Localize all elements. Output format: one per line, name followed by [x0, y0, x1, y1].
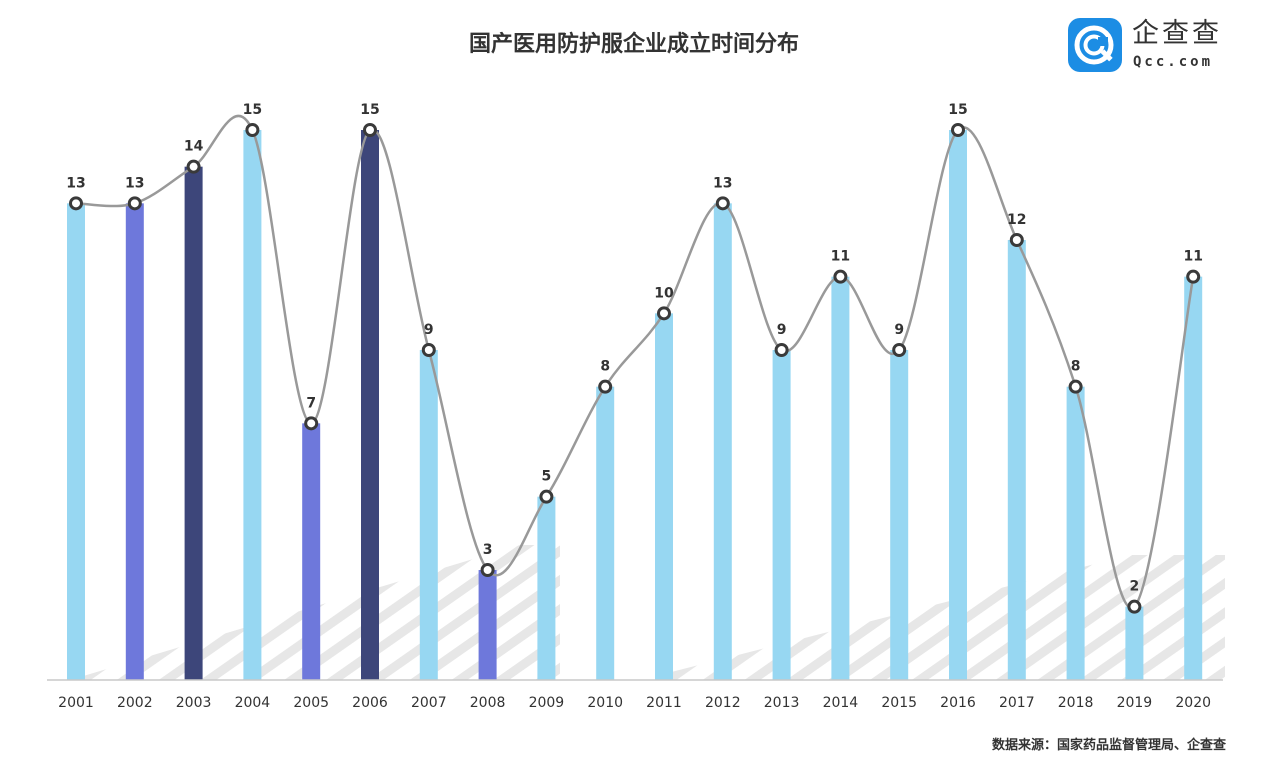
source-note: 数据来源：国家药品监督管理局、企查查: [991, 738, 1226, 753]
line-marker-2010: [598, 379, 613, 394]
line-marker-2003: [186, 159, 201, 174]
bar-2002: [125, 203, 144, 681]
value-label-2008: 3: [483, 542, 493, 558]
x-tick-label-2019: 2019: [1117, 695, 1153, 711]
x-tick-label-2003: 2003: [176, 695, 212, 711]
bar-2016: [949, 130, 967, 680]
logo: 企查查 Qcc.com: [1068, 16, 1248, 74]
line-marker-2007: [421, 343, 436, 357]
x-tick-label-2002: 2002: [117, 695, 153, 711]
value-label-2007: 9: [424, 322, 434, 338]
decorative-shadow-stripes: [70, 545, 1225, 680]
qcc-logo-icon: [1068, 18, 1122, 72]
logo-en-text: Qcc.com: [1133, 54, 1214, 70]
bar-2013: [772, 350, 791, 680]
bar-2015: [890, 350, 909, 680]
x-tick-label-2001: 2001: [58, 695, 94, 711]
x-tick-labels: 2001 2002 2003 2004 2005 2006 2007 2008 2009 2010…: [58, 695, 1211, 711]
logo-cn-text: 企查查: [1132, 18, 1222, 49]
line-marker-2015: [892, 343, 907, 357]
value-label-2018: 8: [1071, 359, 1081, 375]
value-label-2015: 9: [894, 322, 904, 338]
bar-2008: [478, 570, 497, 680]
trend-line: [75, 114, 1195, 610]
x-tick-label-2007: 2007: [411, 695, 447, 711]
chart-title: 国产医用防护服企业成立时间分布: [468, 32, 799, 57]
value-label-2010: 8: [600, 359, 610, 375]
line-marker-2019: [1127, 599, 1142, 614]
bar-2009: [537, 496, 556, 680]
value-label-2009: 5: [542, 469, 552, 485]
bars: [67, 130, 1203, 681]
value-label-2019: 2: [1130, 579, 1140, 595]
bar-2019: [1125, 606, 1144, 680]
bar-2003: [184, 166, 203, 680]
value-label-2017: 12: [1007, 212, 1026, 228]
line-marker-2012: [715, 196, 730, 211]
value-label-2005: 7: [306, 395, 316, 411]
line-marker-2005: [304, 416, 319, 431]
value-label-2011: 10: [654, 285, 674, 301]
bar-2001: [67, 203, 85, 681]
bar-2007: [419, 350, 438, 680]
bar-2020: [1184, 276, 1203, 680]
bar-2006: [361, 130, 379, 680]
x-tick-label-2008: 2008: [470, 695, 506, 711]
bar-2011: [655, 313, 673, 680]
line-marker-2014: [833, 269, 848, 284]
value-label-2004: 15: [243, 102, 262, 118]
line-marker-2018: [1068, 379, 1083, 394]
value-label-2014: 11: [831, 249, 850, 265]
line-marker-2002: [127, 196, 142, 211]
x-tick-label-2006: 2006: [352, 695, 388, 711]
value-label-2006: 15: [360, 102, 379, 118]
x-tick-label-2017: 2017: [999, 695, 1035, 711]
bar-2010: [596, 386, 615, 680]
line-marker-2006: [363, 123, 377, 137]
x-tick-label-2020: 2020: [1175, 695, 1211, 711]
line-marker-2008: [480, 563, 495, 577]
value-labels: 13 13 14 15 7 15 9 3 5 8 10 13 9 11 9 15 12 8 2 11: [66, 102, 1203, 595]
value-label-2002: 13: [125, 175, 144, 191]
line-marker-2011: [657, 306, 671, 321]
line-markers: [69, 123, 1201, 614]
x-tick-label-2014: 2014: [823, 695, 859, 711]
x-tick-label-2010: 2010: [587, 695, 623, 711]
x-tick-label-2009: 2009: [529, 695, 565, 711]
x-tick-label-2011: 2011: [646, 695, 682, 711]
bar-2017: [1007, 240, 1026, 680]
x-tick-label-2005: 2005: [293, 695, 329, 711]
x-tick-label-2015: 2015: [881, 695, 917, 711]
line-marker-2009: [539, 489, 554, 504]
x-tick-label-2016: 2016: [940, 695, 976, 711]
bar-2004: [243, 130, 262, 680]
line-marker-2004: [245, 123, 260, 137]
x-tick-label-2013: 2013: [764, 695, 800, 711]
value-label-2013: 9: [777, 322, 787, 338]
value-label-2020: 11: [1183, 249, 1202, 265]
line-marker-2013: [774, 343, 789, 357]
value-label-2012: 13: [713, 175, 732, 191]
x-tick-label-2012: 2012: [705, 695, 741, 711]
line-marker-2020: [1186, 269, 1201, 284]
line-marker-2017: [1009, 233, 1024, 247]
x-tick-label-2004: 2004: [235, 695, 271, 711]
bar-2012: [713, 203, 732, 681]
bar-2018: [1066, 386, 1085, 680]
bar-2005: [302, 423, 321, 680]
bar-2014: [831, 276, 850, 680]
value-label-2003: 14: [184, 139, 204, 155]
line-marker-2001: [69, 196, 83, 211]
line-marker-2016: [951, 123, 965, 137]
value-label-2016: 15: [948, 102, 967, 118]
x-tick-label-2018: 2018: [1058, 695, 1094, 711]
value-label-2001: 13: [66, 175, 85, 191]
